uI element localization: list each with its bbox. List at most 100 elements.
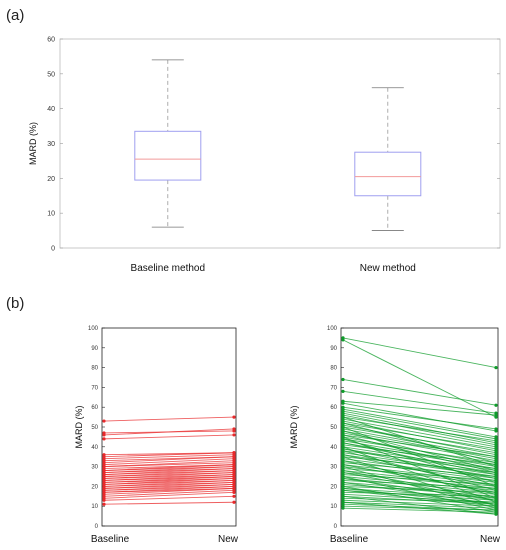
y-tick-label: 20 [47,176,55,183]
paired-series-line [342,406,497,430]
new-point [494,461,498,465]
paired-series-line [103,428,235,436]
paired-series-line [342,478,497,493]
paired-series-line [342,442,497,475]
new-point [494,490,498,494]
paired-line-chart-new-green: 0 10 20 30 40 50 60 70 80 90 100 MARD (%) Baseline Ne… [289,326,501,545]
y-tick-label: 30 [330,465,337,471]
baseline-point [341,463,345,467]
y-tick-label: 100 [327,326,338,332]
paired-series-line [342,402,497,432]
baseline-point [341,425,345,429]
new-point [232,415,236,419]
baseline-point [341,480,345,485]
panel-label-b: (b) [6,295,24,312]
paired-series-line [103,454,235,460]
new-point [494,502,498,506]
baseline-point [341,437,345,441]
new-point [494,512,498,516]
new-point [494,476,498,481]
box [134,130,202,181]
y-axis-label: MARD (%) [289,406,299,449]
y-tick-label: 0 [334,524,338,530]
y-tick-label: 60 [330,405,337,411]
y-tick-label: 50 [47,71,55,78]
new-point [494,439,498,443]
baseline-point [341,494,345,498]
paired-series-line [103,495,235,501]
y-tick-label: 70 [330,385,337,391]
new-point [494,470,498,475]
baseline-point [341,338,345,342]
baseline-point [341,506,345,510]
paired-series-line [342,499,497,507]
baseline-point [341,459,345,463]
new-point [494,451,498,455]
y-tick-label: 10 [47,211,55,218]
paired-series-line [342,418,497,448]
new-point [494,480,498,485]
paired-series-line [342,408,497,438]
baseline-point [341,486,345,490]
paired-series-line [103,456,235,464]
y-tick-label: 90 [91,346,98,352]
paired-series-line [103,491,235,499]
paired-series-line [342,464,497,483]
paired-series-line [342,489,497,501]
new-point [494,498,498,502]
y-tick-label: 0 [95,524,99,530]
new-point [494,455,498,459]
paired-series-line [103,452,235,458]
paired-series-line [103,434,235,440]
baseline-point [341,429,345,433]
paired-series-line [103,501,235,505]
paired-series-line [342,474,497,485]
new-point [494,403,498,407]
panel-label-a: (a) [6,7,24,24]
x-category-label: New method [360,263,416,274]
new-point [494,465,498,469]
baseline-point [341,470,345,475]
y-axis-label: MARD (%) [28,122,38,165]
new-point [494,484,498,488]
baseline-point [341,447,345,451]
baseline-point [102,502,106,506]
paired-series-line [342,426,497,487]
y-tick-label: 60 [47,37,55,44]
paired-series-line [103,416,235,422]
paired-series-line [342,487,497,505]
paired-series-line [342,454,497,487]
paired-series-line [342,390,497,414]
baseline-point [102,498,106,502]
paired-series-line [342,400,497,416]
y-tick-label: 40 [47,106,55,113]
baseline-point [341,441,345,445]
y-tick-label: 50 [330,425,337,431]
baseline-point [341,421,345,425]
x-category-label: Baseline [330,534,369,545]
paired-series-line [342,412,497,444]
paired-series-line [342,410,497,440]
y-tick-label: 80 [91,366,98,372]
paired-series-line [342,446,497,503]
paired-series-line [342,422,497,464]
y-tick-label: 90 [330,346,337,352]
paired-series-line [342,438,497,483]
y-tick-label: 80 [330,366,337,372]
new-point [232,494,236,498]
baseline-point [341,377,345,382]
new-point [232,490,236,494]
x-category-label: Baseline [91,534,130,545]
paired-series-line [342,434,497,473]
y-tick-label: 40 [91,445,98,451]
paired-series-line [342,339,497,418]
box-chart: 0 10 20 30 40 50 60 MARD (%) Baseline method New … [28,37,501,274]
box [354,151,422,197]
paired-series-line [342,422,497,450]
paired-series-line [103,489,235,497]
paired-series-line [342,426,497,454]
baseline-point [341,433,345,437]
paired-line-chart-baseline-red: 0 10 20 30 40 50 60 70 80 90 100 MARD (%) Baseline Ne… [74,326,239,545]
baseline-point [341,500,345,504]
